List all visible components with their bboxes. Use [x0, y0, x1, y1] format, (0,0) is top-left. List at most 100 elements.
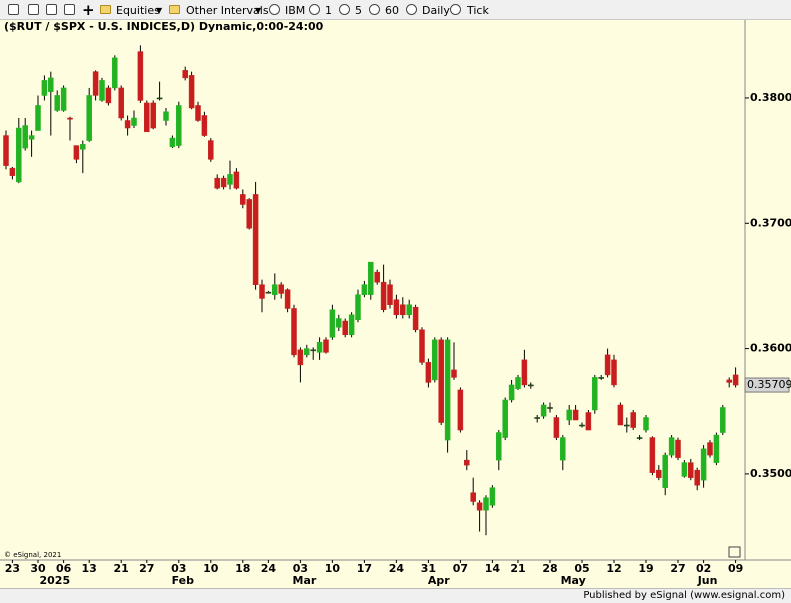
x-tick-label: 27: [139, 562, 154, 575]
x-tick-label: 21: [510, 562, 525, 575]
candle-body: [604, 354, 611, 376]
candle-body: [540, 404, 547, 417]
candle-body: [214, 177, 220, 189]
x-tick-label: 28: [542, 562, 557, 575]
candle-body: [585, 412, 592, 431]
candle-body: [566, 409, 572, 421]
candle-body: [54, 95, 60, 111]
toolbar-icon[interactable]: [64, 4, 75, 15]
candle-body: [323, 339, 329, 353]
add-icon[interactable]: +: [82, 1, 95, 19]
candle-body: [707, 442, 713, 456]
toolbar-icon[interactable]: [28, 4, 39, 15]
chart-title: ($RUT / $SPX - U.S. INDICES,D) Dynamic,0…: [4, 20, 324, 33]
candle-body: [272, 284, 278, 295]
last-price-label: 0.357091: [747, 378, 791, 391]
toolbar-item[interactable]: Other Intervals: [186, 4, 269, 17]
month-label: Feb: [172, 574, 195, 587]
candle-body: [470, 492, 476, 502]
candle-body: [400, 304, 406, 316]
toolbar-item[interactable]: 5: [355, 4, 362, 17]
candle-body: [316, 342, 323, 353]
candle-body: [208, 140, 214, 160]
candle-body: [617, 404, 624, 426]
dropdown-arrow[interactable]: ▼: [255, 6, 262, 15]
candle-body: [124, 120, 131, 129]
interval-icon[interactable]: [369, 4, 380, 15]
candle-body: [99, 80, 105, 101]
candle-body: [169, 137, 176, 148]
last-price-box: [744, 377, 790, 393]
candle-body: [176, 105, 182, 146]
month-label: Jun: [697, 574, 718, 587]
candle-body: [700, 448, 707, 481]
candle-body: [572, 409, 579, 421]
folder-icon[interactable]: [169, 5, 180, 14]
candle-body: [41, 80, 48, 96]
candle-body: [502, 399, 508, 438]
footer: Published by eSignal (www.esignal.com): [0, 588, 791, 603]
candle-body: [278, 284, 284, 294]
candle-body: [310, 349, 316, 352]
toolbar-item[interactable]: Daily: [422, 4, 450, 17]
y-tick-label: 0.3800: [750, 91, 791, 104]
time-axis-background: [0, 560, 745, 588]
price-axis-background: [745, 20, 791, 588]
x-tick-label: 23: [5, 562, 20, 575]
candle-body: [560, 437, 566, 461]
symbol-icon[interactable]: [269, 4, 280, 15]
folder-icon[interactable]: [100, 5, 111, 14]
candle-body: [649, 437, 656, 473]
interval-icon[interactable]: [339, 4, 350, 15]
candle-body: [694, 469, 700, 486]
x-tick-label: 10: [203, 562, 219, 575]
candle-body: [28, 135, 35, 140]
candle-body: [67, 117, 73, 120]
candle-body: [457, 389, 464, 431]
candle-body: [348, 314, 355, 336]
candle-body: [182, 70, 188, 79]
candle-body: [380, 281, 387, 310]
toolbar-icon[interactable]: [8, 4, 19, 15]
candle-body: [92, 71, 99, 96]
interval-icon[interactable]: [309, 4, 320, 15]
x-tick-label: 19: [638, 562, 653, 575]
dropdown-arrow[interactable]: ▼: [156, 6, 163, 15]
candle-body: [489, 487, 496, 506]
candle-body: [201, 115, 208, 136]
candle-body: [496, 432, 502, 461]
candle-body: [131, 117, 137, 126]
toolbar-item[interactable]: IBM: [285, 4, 306, 17]
candle-body: [9, 167, 16, 176]
x-tick-label: 13: [82, 562, 97, 575]
toolbar: + Equities ▼ Other Intervals ▼ IBM 1 5 6…: [0, 0, 791, 20]
toolbar-item[interactable]: 1: [325, 4, 332, 17]
candle-body: [476, 502, 483, 511]
month-label: May: [561, 574, 586, 587]
candle-body: [304, 348, 310, 356]
candle-body: [534, 417, 540, 419]
candle-body: [361, 284, 368, 295]
candle-body: [681, 462, 688, 477]
toolbar-item[interactable]: 60: [385, 4, 399, 17]
candle-body: [425, 362, 432, 383]
candle-body: [259, 284, 265, 299]
candle-body: [144, 102, 150, 133]
x-tick-label: 27: [670, 562, 685, 575]
candle-body: [432, 339, 438, 381]
toolbar-item[interactable]: Tick: [467, 4, 489, 17]
toolbar-icon[interactable]: [46, 4, 57, 15]
scroll-icon[interactable]: [728, 546, 741, 558]
x-tick-label: 17: [357, 562, 372, 575]
interval-icon[interactable]: [406, 4, 417, 15]
candle-body: [118, 87, 124, 119]
candle-body: [547, 407, 553, 409]
x-tick-label: 18: [235, 562, 250, 575]
candle-body: [713, 434, 720, 463]
interval-icon[interactable]: [450, 4, 461, 15]
toolbar-item[interactable]: Equities: [116, 4, 160, 17]
candle-body: [48, 77, 54, 92]
candle-body: [265, 291, 272, 294]
candle-body: [291, 308, 297, 356]
candle-body: [252, 194, 259, 285]
